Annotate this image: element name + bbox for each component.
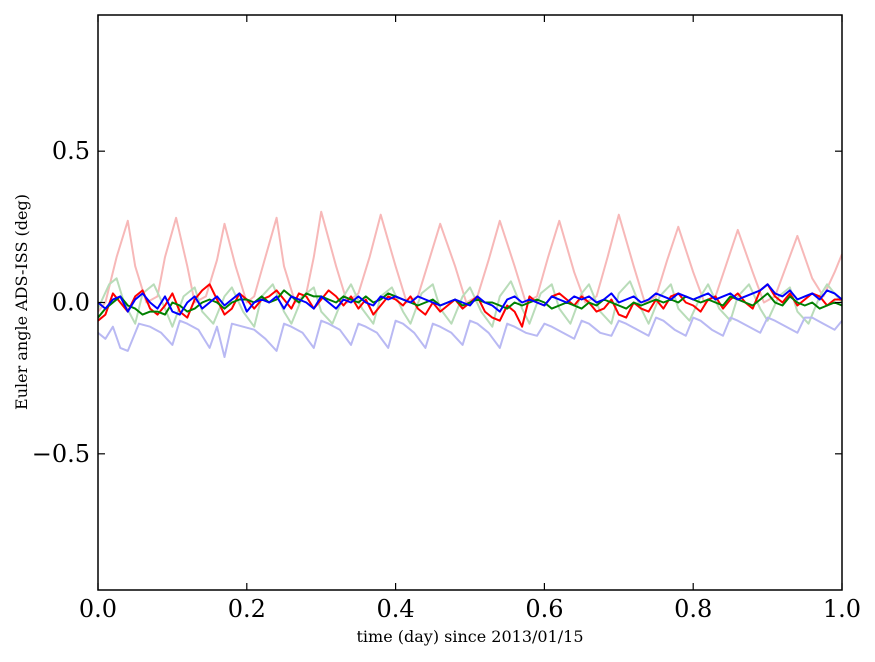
x-tick-label: 1.0 <box>823 595 861 623</box>
y-axis-label: Euler angle ADS-ISS (deg) <box>12 194 31 410</box>
series-line-5 <box>98 289 842 319</box>
x-tick-label: 0.0 <box>79 595 117 623</box>
x-axis-label: time (day) since 2013/01/15 <box>356 627 583 646</box>
y-tick-label: 0.5 <box>52 137 90 165</box>
y-tick-label: −0.5 <box>32 440 90 468</box>
x-tick-label: 0.6 <box>525 595 563 623</box>
x-tick-label: 0.8 <box>674 595 712 623</box>
x-tick-label: 0.2 <box>228 595 266 623</box>
series-layer <box>98 210 842 358</box>
x-tick-label: 0.4 <box>377 595 415 623</box>
series-line-3 <box>98 316 842 358</box>
tick-layer: 0.0 0.2 0.4 0.6 0.8 1.0 −0.5 0.0 0.5 <box>32 15 861 623</box>
y-tick-label: 0.0 <box>52 289 90 317</box>
series-line-6 <box>98 283 842 316</box>
